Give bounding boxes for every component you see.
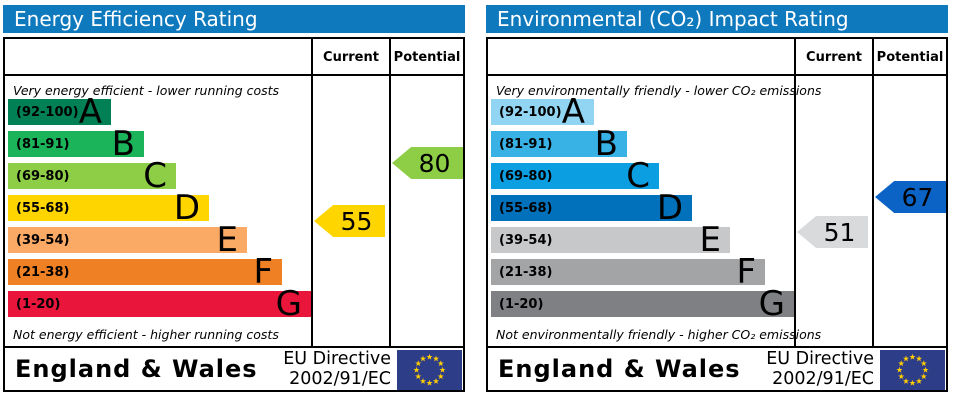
band-letter: D <box>173 188 200 228</box>
column-divider <box>794 39 796 346</box>
panel-title-bar: Environmental (CO₂) Impact Rating <box>486 5 948 33</box>
eu-flag-icon <box>397 350 462 390</box>
band-row-g: (1-20) G <box>8 284 311 324</box>
band-letter: D <box>656 188 683 228</box>
potential-column-header: Potential <box>393 50 461 65</box>
band-range-label: (21-38) <box>16 264 70 280</box>
band-letter: E <box>699 220 721 260</box>
band-range-label: (81-91) <box>16 136 70 152</box>
band-range-label: (39-54) <box>16 232 70 248</box>
band-range-label: (21-38) <box>499 264 553 280</box>
eu-directive-line1: EU Directive <box>766 349 874 369</box>
band-range-label: (55-68) <box>16 200 70 216</box>
band-row-a: (92-100) A <box>8 92 111 132</box>
band-range-label: (55-68) <box>499 200 553 216</box>
band-range-label: (69-80) <box>16 168 70 184</box>
current-rating-arrow: 51 <box>797 216 868 248</box>
eu-directive-label: EU Directive 2002/91/EC <box>283 349 391 389</box>
band-row-g: (1-20) G <box>491 284 794 324</box>
band-letter: F <box>253 252 273 292</box>
band-range-label: (92-100) <box>499 104 562 120</box>
band-row-b: (81-91) B <box>8 124 144 164</box>
current-rating-arrow: 55 <box>314 205 385 237</box>
band-range-label: (1-20) <box>16 296 61 312</box>
energy-efficiency-panel: Energy Efficiency Rating Current Potenti… <box>3 5 465 395</box>
band-row-f: (21-38) F <box>8 252 282 292</box>
panel-title-bar: Energy Efficiency Rating <box>3 5 465 33</box>
table-header-row: Current Potential <box>5 39 463 76</box>
band-range-label: (92-100) <box>16 104 79 120</box>
column-divider <box>311 39 313 346</box>
top-caption: Very energy efficient - lower running co… <box>13 83 280 98</box>
band-letter: C <box>626 156 650 196</box>
bottom-caption: Not energy efficient - higher running co… <box>13 327 279 342</box>
column-divider <box>389 39 391 346</box>
band-letter: A <box>561 92 585 132</box>
band-letter: E <box>216 220 238 260</box>
band-row-e: (39-54) E <box>491 220 730 260</box>
band-range-label: (69-80) <box>499 168 553 184</box>
band-letter: G <box>758 284 785 324</box>
potential-rating-arrow: 80 <box>392 147 463 179</box>
band-range-label: (39-54) <box>499 232 553 248</box>
column-divider <box>872 39 874 346</box>
potential-rating-arrow: 67 <box>875 181 946 213</box>
band-row-c: (69-80) C <box>491 156 659 196</box>
eu-directive-label: EU Directive 2002/91/EC <box>766 349 874 389</box>
potential-column-header: Potential <box>876 50 944 65</box>
band-letter: F <box>736 252 756 292</box>
band-row-a: (92-100) A <box>491 92 594 132</box>
eu-directive-line2: 2002/91/EC <box>289 369 391 389</box>
band-row-e: (39-54) E <box>8 220 247 260</box>
band-row-f: (21-38) F <box>491 252 765 292</box>
band-letter: B <box>111 124 135 164</box>
region-label: England & Wales <box>15 355 258 383</box>
band-row-d: (55-68) D <box>8 188 209 228</box>
top-caption: Very environmentally friendly - lower CO… <box>496 83 822 98</box>
band-row-d: (55-68) D <box>491 188 692 228</box>
band-row-c: (69-80) C <box>8 156 176 196</box>
footer-row: England & Wales EU Directive 2002/91/EC <box>5 346 463 390</box>
bottom-caption: Not environmentally friendly - higher CO… <box>496 327 822 342</box>
panel-title: Environmental (CO₂) Impact Rating <box>497 7 849 31</box>
band-letter: B <box>594 124 618 164</box>
eu-flag-icon <box>880 350 945 390</box>
current-column-header: Current <box>806 50 862 65</box>
band-row-b: (81-91) B <box>491 124 627 164</box>
environmental-impact-panel: Environmental (CO₂) Impact Rating Curren… <box>486 5 948 395</box>
region-label: England & Wales <box>498 355 741 383</box>
current-column-header: Current <box>323 50 379 65</box>
band-range-label: (1-20) <box>499 296 544 312</box>
panel-title: Energy Efficiency Rating <box>14 7 258 31</box>
band-range-label: (81-91) <box>499 136 553 152</box>
band-letter: A <box>78 92 102 132</box>
table-header-row: Current Potential <box>488 39 946 76</box>
rating-table: Current Potential Very environmentally f… <box>486 37 948 392</box>
band-letter: C <box>143 156 167 196</box>
eu-directive-line1: EU Directive <box>283 349 391 369</box>
rating-table: Current Potential Very energy efficient … <box>3 37 465 392</box>
footer-row: England & Wales EU Directive 2002/91/EC <box>488 346 946 390</box>
eu-directive-line2: 2002/91/EC <box>772 369 874 389</box>
band-letter: G <box>275 284 302 324</box>
